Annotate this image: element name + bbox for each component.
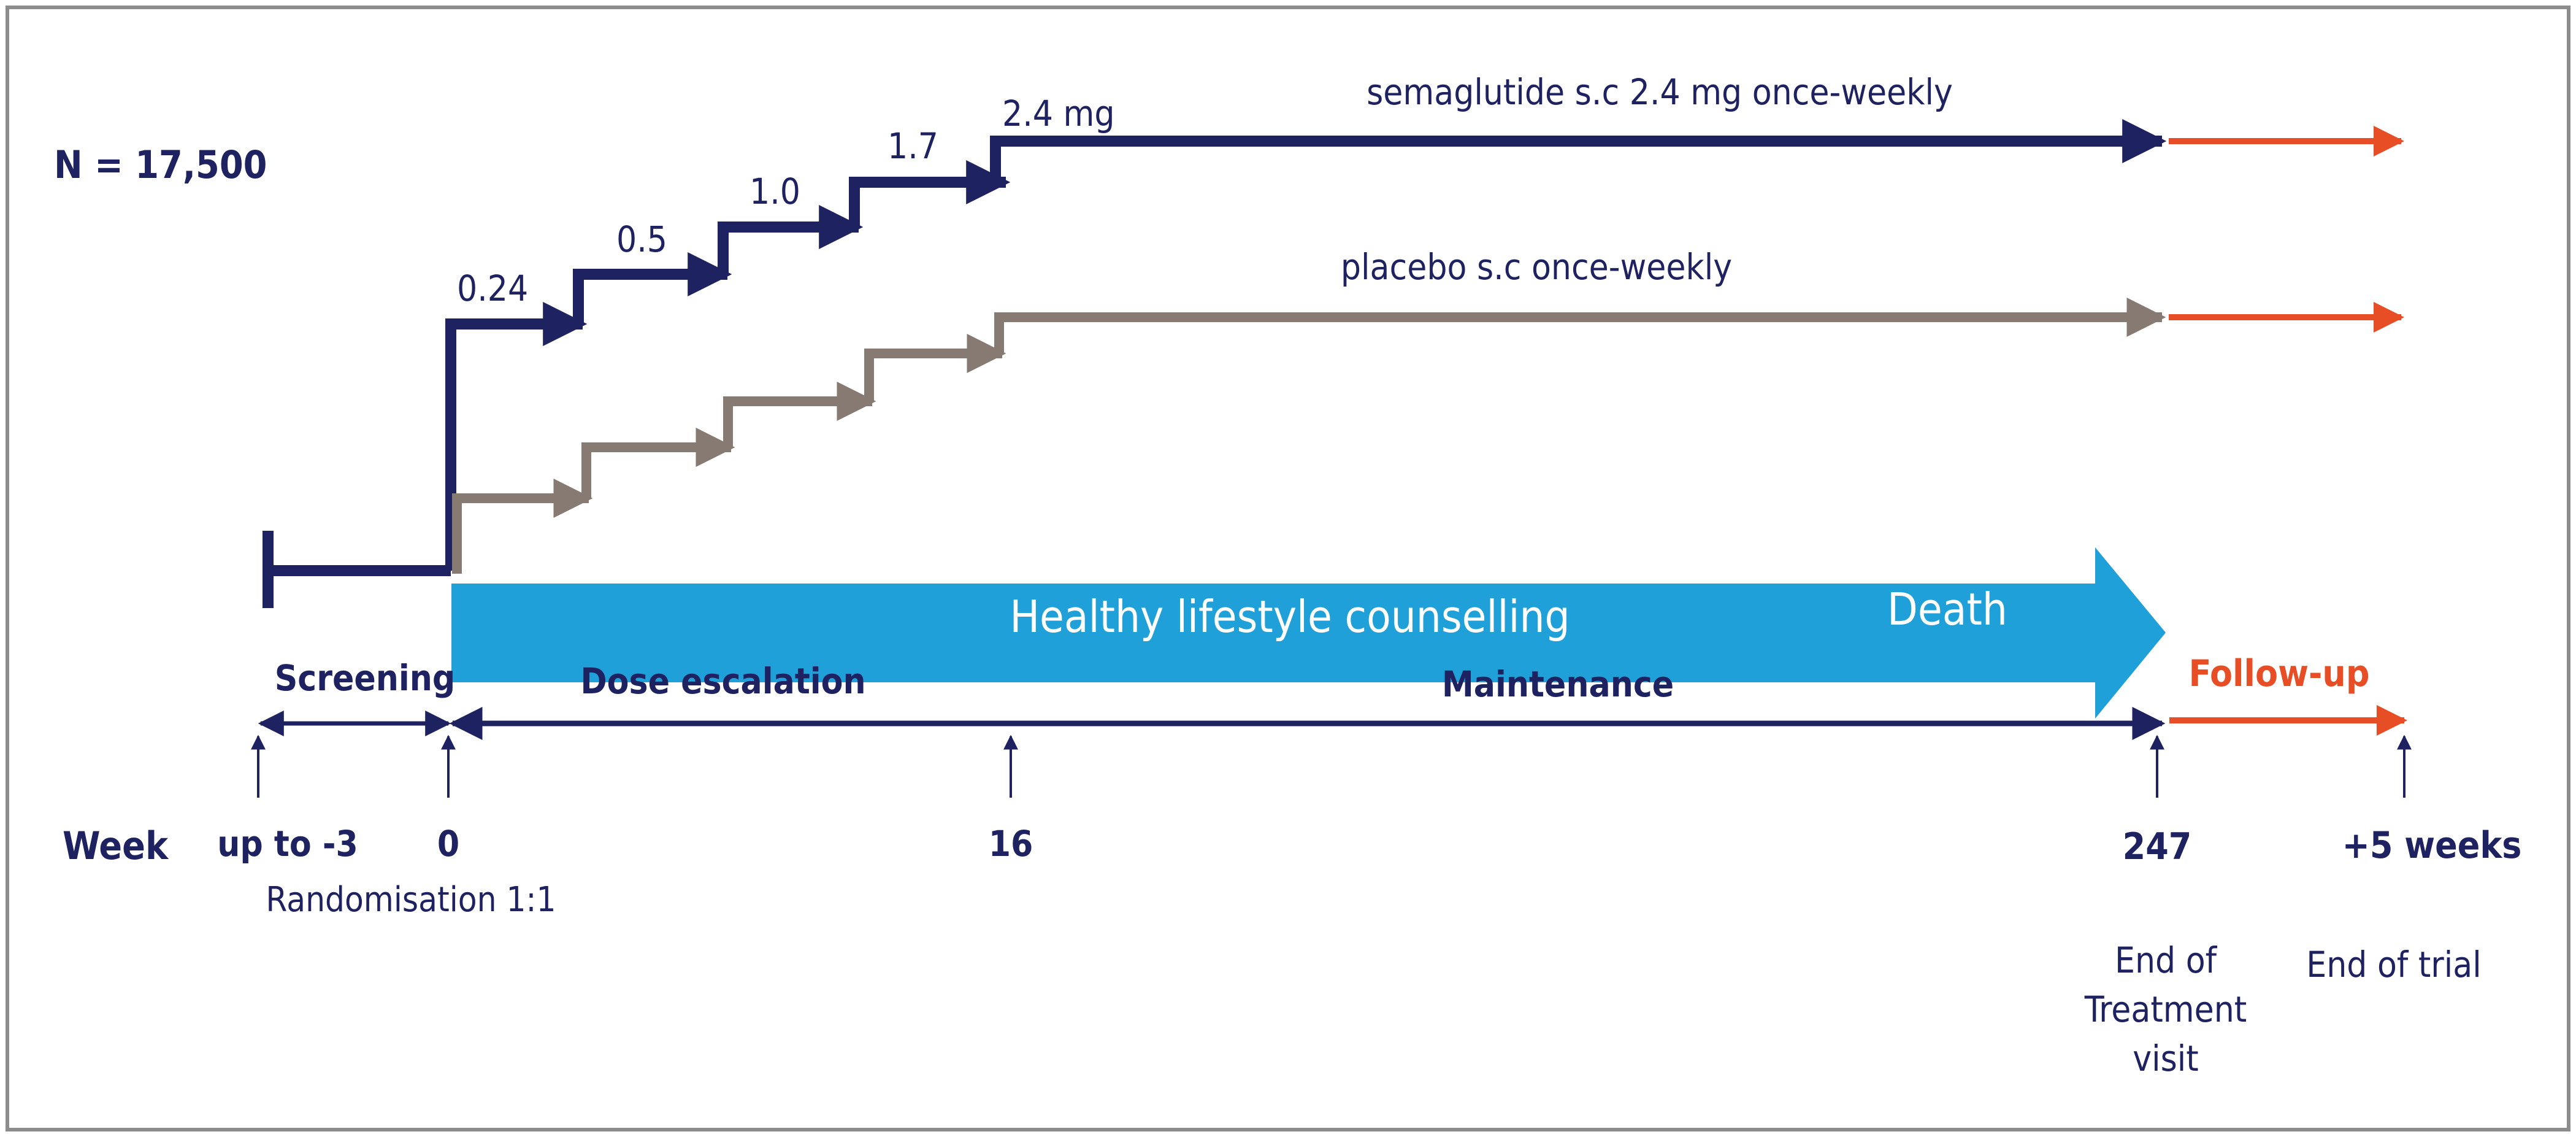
dose-label: 1.0	[749, 171, 800, 212]
week-point: 247	[2123, 825, 2192, 868]
week-markers	[251, 734, 2412, 798]
week-label: Week	[63, 823, 169, 868]
semaglutide-maintenance-arrow	[990, 119, 2167, 182]
phase-maintenance: Maintenance	[1442, 663, 1674, 705]
lifestyle-counselling-label: Healthy lifestyle counselling	[1010, 591, 1570, 642]
semaglutide-step-line	[573, 252, 732, 324]
dose-label: 0.24	[457, 268, 528, 309]
week-point: 16	[989, 823, 1033, 865]
placebo-step-line	[452, 479, 593, 574]
end-of-treatment-label: End of	[2115, 939, 2218, 981]
phase-screening: Screening	[275, 657, 456, 699]
semaglutide-arm-label: semaglutide s.c 2.4 mg once-weekly	[1367, 71, 1953, 113]
semaglutide-step-line	[445, 302, 588, 571]
phase-follow-up: Follow-up	[2189, 652, 2370, 695]
dose-label: 2.4 mg	[1002, 93, 1115, 134]
placebo-step-line	[581, 428, 735, 498]
dose-label: 0.5	[616, 218, 667, 260]
lifestyle-counselling-band	[451, 547, 2166, 719]
end-of-trial-label: End of trial	[2306, 944, 2481, 985]
death-label: Death	[1887, 584, 2007, 635]
screening-line	[263, 531, 451, 608]
placebo-maintenance-arrow	[994, 298, 2166, 353]
semaglutide-step-line	[718, 205, 864, 274]
placebo-step-line	[864, 334, 1006, 401]
sample-size: N = 17,500	[54, 142, 267, 187]
end-of-treatment-label: Treatment	[2084, 989, 2247, 1030]
placebo-arm-label: placebo s.c once-weekly	[1341, 246, 1732, 288]
week-point: up to -3	[217, 823, 358, 865]
week-point: 0	[437, 823, 459, 865]
phase-dose-escalation: Dose escalation	[580, 660, 865, 702]
week-point: +5 weeks	[2342, 824, 2522, 867]
semaglutide-step-line	[849, 160, 1011, 227]
end-of-treatment-label: visit	[2133, 1038, 2199, 1079]
dose-label: 1.7	[887, 125, 938, 167]
randomisation-label: Randomisation 1:1	[266, 880, 556, 920]
placebo-step-line	[723, 382, 876, 447]
